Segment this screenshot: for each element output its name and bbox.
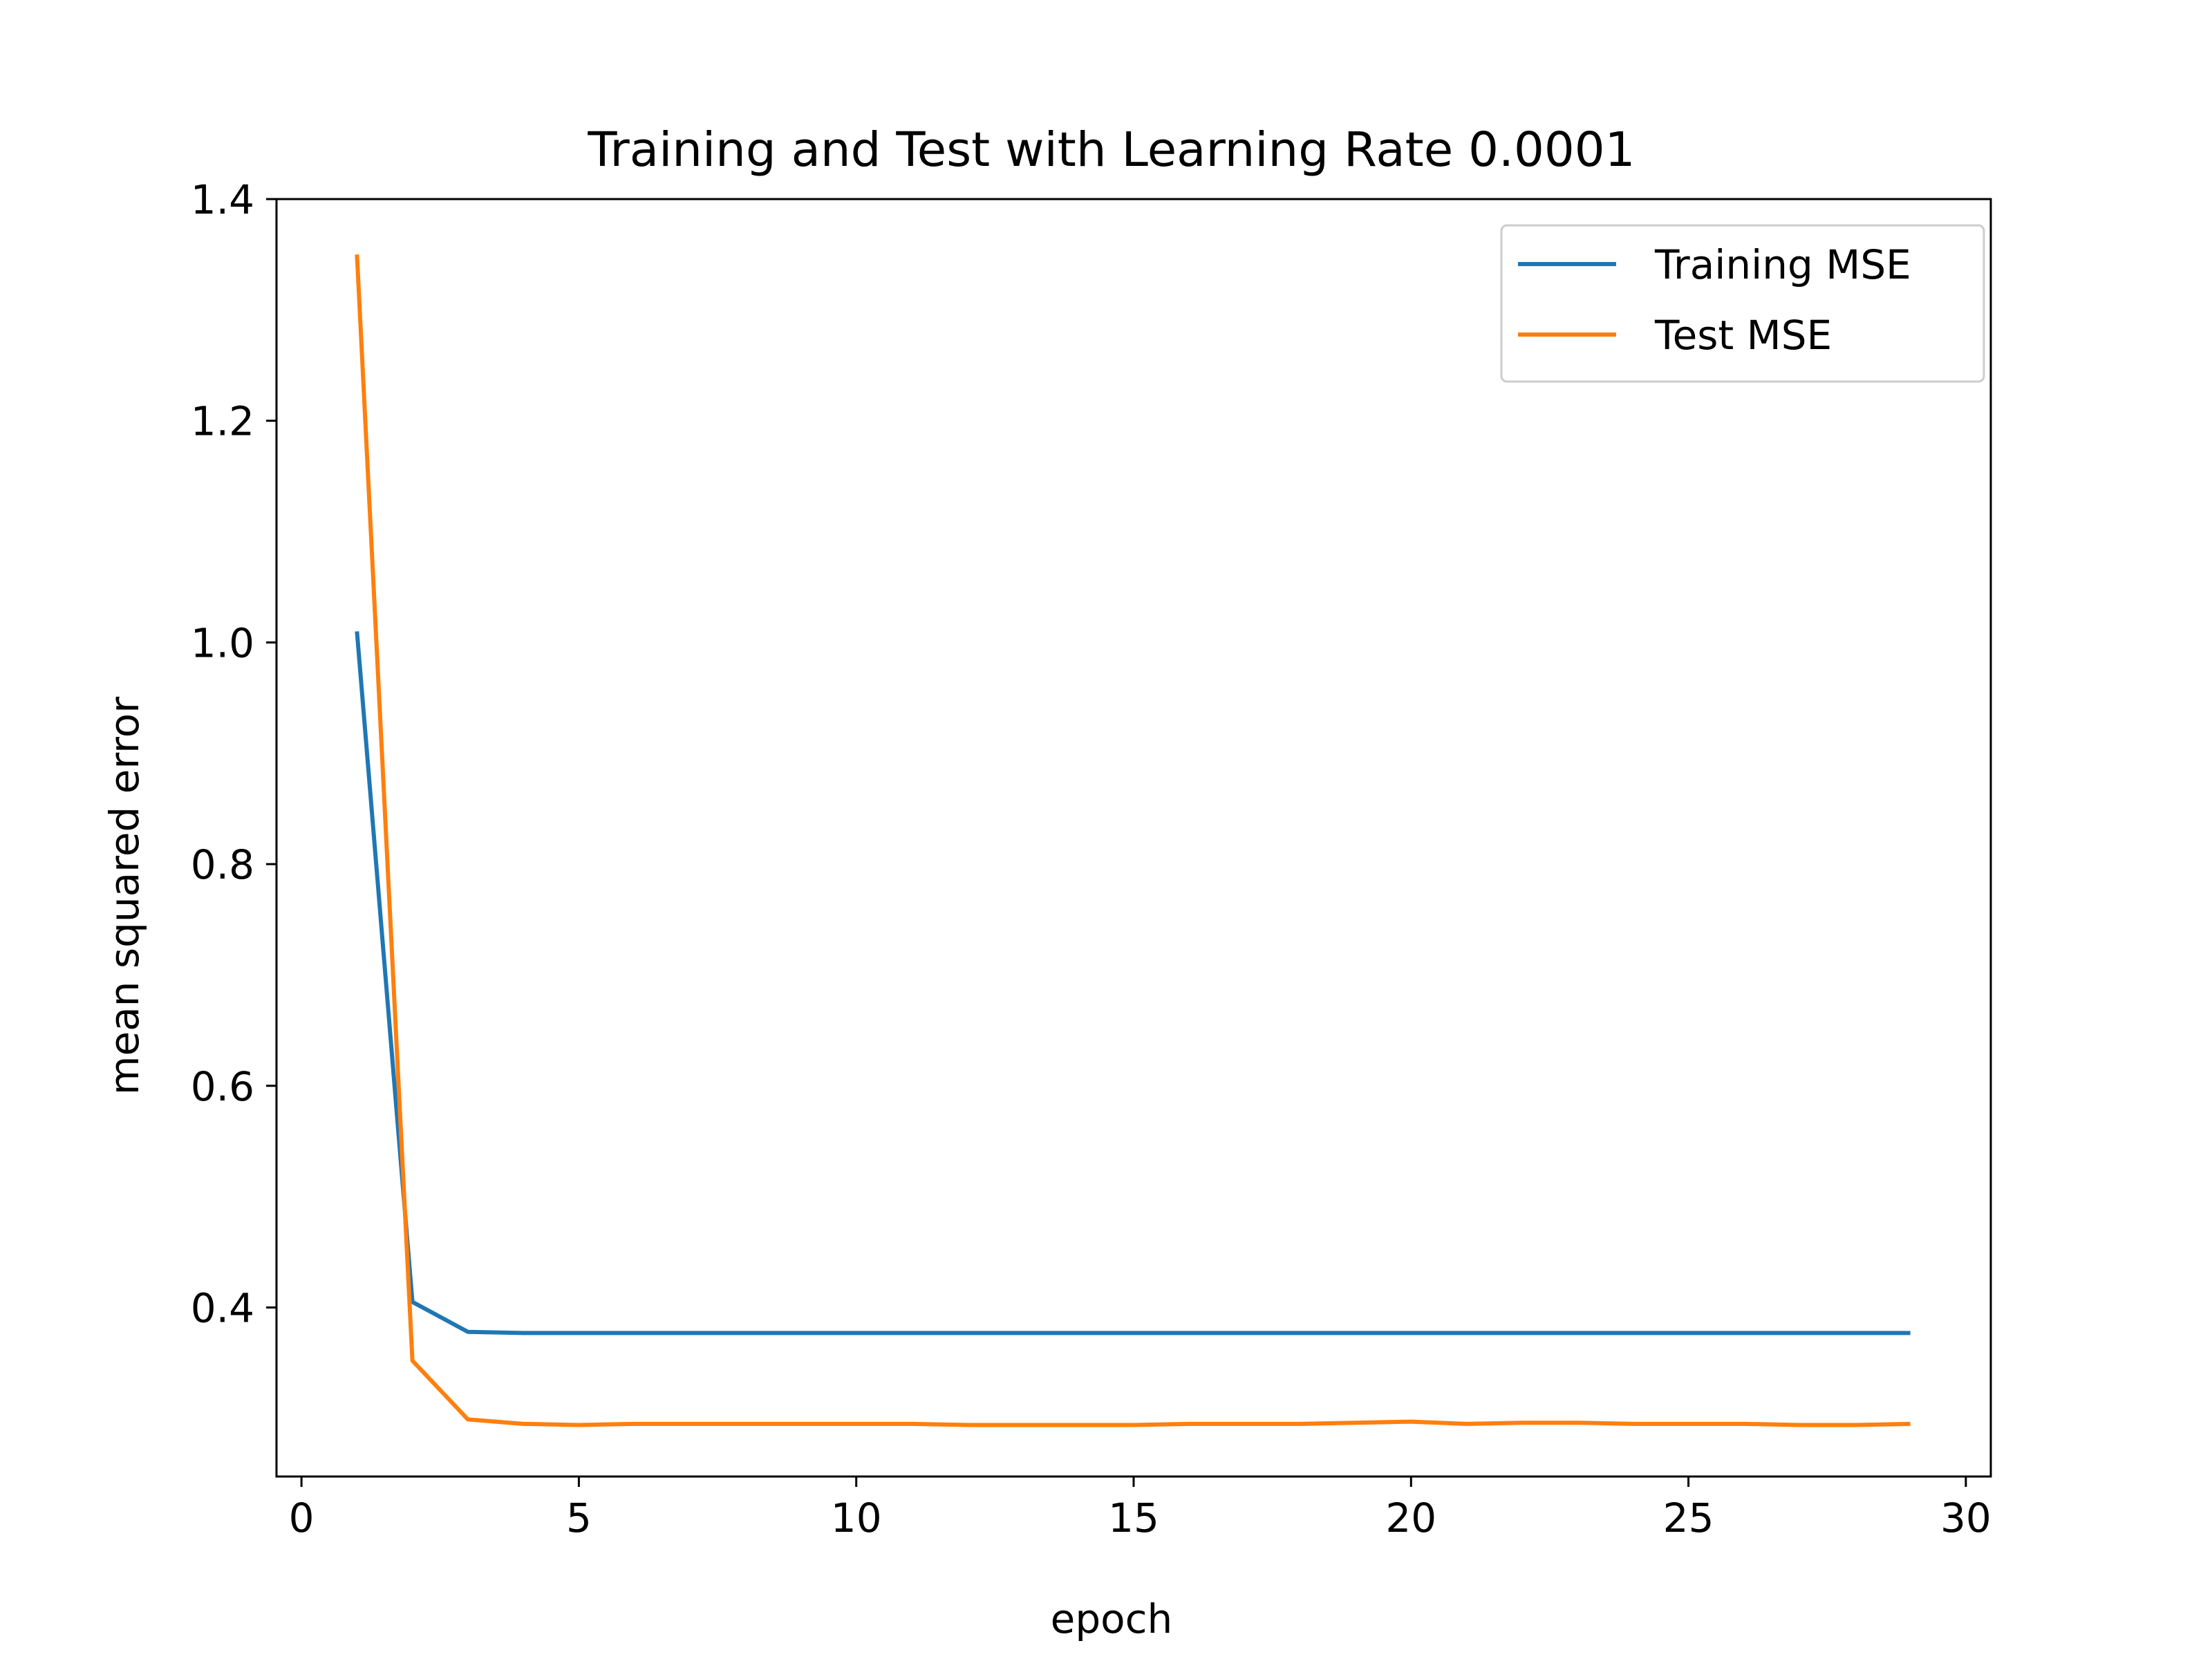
series-line-test-mse — [355, 254, 1911, 1427]
y-tick-label: 1.2 — [191, 398, 254, 445]
x-tick-label: 25 — [1663, 1494, 1714, 1541]
legend-box — [1500, 224, 1985, 383]
series-line-training-mse — [355, 631, 1911, 1335]
y-axis-label: mean squared error — [101, 697, 148, 1095]
plot-area — [355, 254, 1911, 1427]
x-axis-label: epoch — [1051, 1595, 1173, 1642]
axes: 0 5 10 15 20 25 30 0.4 0.6 0.8 1.0 1.2 1.4 — [191, 176, 1992, 1541]
legend-label: Training MSE — [1654, 241, 1911, 288]
y-tick-label: 1.4 — [191, 176, 254, 223]
x-tick-label: 5 — [566, 1494, 592, 1541]
x-tick-label: 15 — [1108, 1494, 1159, 1541]
x-tick-label: 20 — [1385, 1494, 1436, 1541]
x-tick-label: 10 — [831, 1494, 882, 1541]
legend-label: Test MSE — [1654, 312, 1832, 359]
x-tick-label: 30 — [1940, 1494, 1991, 1541]
chart-title: Training and Test with Learning Rate 0.0… — [587, 122, 1635, 178]
y-tick-label: 0.6 — [191, 1063, 254, 1110]
y-tick-label: 1.0 — [191, 619, 254, 666]
x-tick-label: 0 — [289, 1494, 315, 1541]
legend: Training MSE Test MSE — [1500, 224, 1985, 383]
y-tick-label: 0.8 — [191, 841, 254, 888]
y-tick-label: 0.4 — [191, 1284, 254, 1331]
